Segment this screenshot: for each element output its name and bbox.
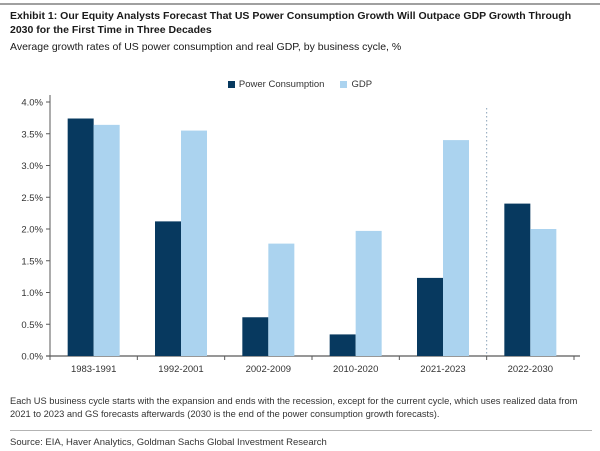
- y-axis-tick-label: 3.5%: [21, 129, 43, 140]
- legend-label-gdp: GDP: [351, 79, 373, 90]
- y-axis-tick-label: 0.5%: [21, 320, 43, 331]
- legend-swatch-gdp: [340, 81, 348, 88]
- bar-gdp-2021-2023: [443, 140, 469, 356]
- bar-power-consumption-2022-2030: [504, 203, 531, 356]
- y-axis-tick-label: 0.0%: [21, 352, 43, 363]
- x-axis-category-label: 2010-2020: [333, 364, 378, 375]
- x-axis-category-label: 2002-2009: [246, 364, 291, 375]
- x-axis-category-label: 1983-1991: [71, 364, 116, 375]
- legend-label-power-consumption: Power Consumption: [238, 79, 325, 90]
- source-line: Source: EIA, Haver Analytics, Goldman Sa…: [10, 437, 327, 448]
- y-axis-tick-label: 3.0%: [21, 161, 43, 172]
- bar-gdp-2010-2020: [355, 230, 382, 356]
- top-divider-rule: [0, 3, 600, 5]
- bar-power-consumption-2010-2020: [329, 334, 356, 356]
- y-axis-tick-label: 1.0%: [21, 288, 43, 299]
- bar-gdp-1992-2001: [181, 130, 207, 356]
- chart-footnote: Each US business cycle starts with the e…: [10, 396, 578, 419]
- y-axis-tick-label: 1.5%: [21, 256, 43, 267]
- bar-gdp-1983-1991: [93, 124, 120, 356]
- bar-power-consumption-1983-1991: [67, 118, 94, 356]
- bar-power-consumption-2021-2023: [417, 277, 443, 356]
- chart-subtitle: Average growth rates of US power consump…: [10, 41, 402, 53]
- x-axis-category-label: 2021-2023: [420, 364, 465, 375]
- legend-item-gdp: GDP: [340, 79, 372, 90]
- bar-power-consumption-2002-2009: [242, 317, 269, 356]
- bar-gdp-2002-2009: [268, 243, 295, 356]
- bar-power-consumption-1992-2001: [155, 221, 181, 356]
- x-axis-category-label: 2022-2030: [508, 364, 553, 375]
- legend-item-power-consumption: Power Consumption: [227, 79, 325, 90]
- legend-swatch-power-consumption: [227, 81, 235, 88]
- bar-gdp-2022-2030: [530, 229, 557, 356]
- exhibit-title: Exhibit 1: Our Equity Analysts Forecast …: [10, 10, 572, 36]
- chart-legend: Power Consumption GDP: [0, 79, 600, 90]
- bar-chart: 0.0% 0.5% 1.0% 1.5% 2.0% 2.5% 3.0% 3.5% 4.0% 1983…: [21, 95, 580, 375]
- y-axis-tick-label: 2.5%: [21, 193, 43, 204]
- x-axis-category-label: 1992-2001: [158, 364, 203, 375]
- footer-divider-rule: [10, 430, 592, 431]
- y-axis-tick-label: 2.0%: [21, 225, 43, 236]
- y-axis-tick-label: 4.0%: [21, 98, 43, 109]
